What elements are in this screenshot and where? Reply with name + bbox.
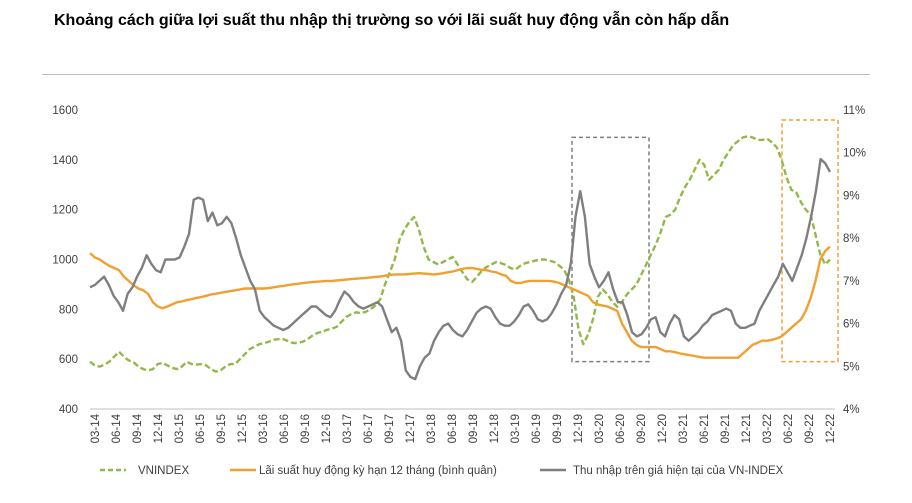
x-tick-label: 06-20 <box>615 414 627 443</box>
x-tick-label: 09-18 <box>468 414 480 443</box>
x-tick-label: 06-19 <box>531 414 543 443</box>
y-left-tick-label: 800 <box>59 304 78 316</box>
y-left-tick-label: 1600 <box>52 105 78 117</box>
y-right-tick-label: 7% <box>843 276 860 288</box>
x-tick-label: 12-19 <box>573 414 585 443</box>
x-tick-label: 06-14 <box>111 413 123 443</box>
legend: VNINDEX Lãi suất huy động kỳ hạn 12 tháng… <box>100 465 784 477</box>
x-tick-label: 03-22 <box>762 414 774 443</box>
x-tick-label: 12-17 <box>405 414 417 443</box>
x-tick-label: 03-16 <box>258 414 270 443</box>
title-divider <box>42 74 870 75</box>
x-tick-label: 03-19 <box>510 414 522 443</box>
y-right-tick-label: 5% <box>843 361 860 373</box>
x-tick-label: 06-21 <box>699 414 711 443</box>
highlight-box <box>571 136 650 363</box>
x-tick-label: 03-17 <box>342 414 354 443</box>
series-layer <box>89 134 832 381</box>
y-right-tick-label: 9% <box>843 190 860 202</box>
x-tick-label: 03-20 <box>594 414 606 443</box>
x-tick-label: 03-15 <box>174 414 186 443</box>
x-tick-label: 09-20 <box>636 414 648 443</box>
annotation-boxes <box>571 119 839 363</box>
x-tick-label: 09-21 <box>720 414 732 443</box>
x-tick-label: 12-20 <box>657 414 669 443</box>
y-right-tick-label: 4% <box>843 404 860 416</box>
y-left-tick-label: 1400 <box>52 155 78 167</box>
x-tick-label: 09-17 <box>384 414 396 443</box>
y-left-tick-label: 600 <box>59 354 78 366</box>
x-tick-label: 06-16 <box>279 414 291 443</box>
axes-layer: 400 600 800 1000 1200 1400 1600 4% 5% 6% 7% 8% 9% 10%… <box>52 105 866 443</box>
y-left-tick-label: 1000 <box>52 255 78 267</box>
x-tick-label: 06-22 <box>783 414 795 443</box>
series-line <box>89 134 831 373</box>
x-tick-label: 06-17 <box>363 414 375 443</box>
x-tick-label: 09-19 <box>552 414 564 443</box>
x-tick-label: 03-18 <box>426 414 438 443</box>
series-line <box>89 157 832 381</box>
highlight-box <box>781 119 839 363</box>
x-tick-label: 09-16 <box>300 414 312 443</box>
legend-label: VNINDEX <box>138 465 189 477</box>
y-left-tick-label: 1200 <box>52 205 78 217</box>
x-tick-label: 12-21 <box>741 414 753 443</box>
x-tick-label: 03-14 <box>90 413 102 443</box>
y-left-tick-label: 400 <box>59 404 78 416</box>
y-right-tick-label: 10% <box>843 148 866 160</box>
y-right-tick-label: 11% <box>843 105 865 117</box>
x-tick-label: 12-14 <box>153 413 165 443</box>
legend-label: Thu nhập trên giá hiện tại của VN-INDEX <box>573 465 784 477</box>
x-tick-label: 12-16 <box>321 414 333 443</box>
x-tick-label: 09-22 <box>804 414 816 443</box>
x-tick-label: 12-18 <box>489 414 501 443</box>
y-right-tick-label: 8% <box>843 233 860 245</box>
x-tick-label: 03-21 <box>678 414 690 443</box>
x-tick-label: 06-15 <box>195 414 207 443</box>
y-right-tick-label: 6% <box>843 319 860 331</box>
chart-title: Khoảng cách giữa lợi suất thu nhập thị t… <box>54 12 730 29</box>
x-tick-label: 09-14 <box>132 413 144 443</box>
x-tick-label: 09-15 <box>216 414 228 443</box>
x-tick-label: 12-22 <box>825 414 837 443</box>
legend-label: Lãi suất huy động kỳ hạn 12 tháng (bình … <box>259 465 497 477</box>
x-tick-label: 12-15 <box>237 414 249 443</box>
series-line <box>89 245 831 359</box>
x-tick-label: 06-18 <box>447 414 459 443</box>
